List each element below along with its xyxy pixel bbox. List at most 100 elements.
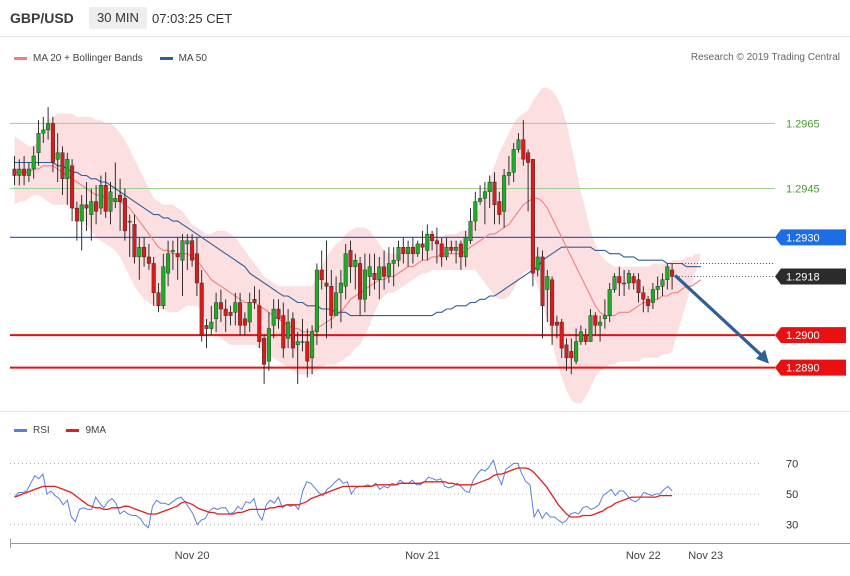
candle-body xyxy=(382,266,387,277)
candle-body xyxy=(338,282,343,293)
candle-body xyxy=(94,201,99,212)
rsi-tick-50: 50 xyxy=(786,489,798,501)
candle-body xyxy=(262,338,267,365)
candle-body xyxy=(415,243,420,254)
candle-body xyxy=(132,224,137,258)
interval-selector[interactable]: 30 MIN xyxy=(89,7,147,29)
bollinger-band-layer xyxy=(14,87,701,404)
candle-body xyxy=(156,292,161,306)
ma50-swatch xyxy=(159,57,173,60)
symbol-label[interactable]: GBP/USD xyxy=(10,10,74,26)
candle-body xyxy=(98,185,103,209)
candle-body xyxy=(641,292,646,300)
candle-body xyxy=(314,269,319,333)
level-1-2900-tag xyxy=(775,327,846,344)
candle-body xyxy=(238,302,243,326)
candle-body xyxy=(396,246,401,261)
candle-body xyxy=(334,292,339,316)
candle-body xyxy=(655,286,660,290)
forecast-arrow-shaft xyxy=(674,274,765,358)
candle-body xyxy=(89,201,94,215)
candle-body xyxy=(17,168,22,176)
candle-body xyxy=(113,198,118,202)
9ma-label: 9MA xyxy=(85,425,107,436)
candle-body xyxy=(122,198,127,232)
candle-body xyxy=(583,334,588,342)
candle-body xyxy=(247,302,252,323)
candle-body xyxy=(559,321,564,349)
candle-body xyxy=(434,240,439,245)
candle-body xyxy=(199,282,204,336)
candle-body xyxy=(31,155,36,170)
level-1-2945-label: 1.2945 xyxy=(786,184,820,196)
time-tick-label: Nov 20 xyxy=(175,550,210,562)
level-lines-layer xyxy=(10,122,775,369)
ma20-swatch xyxy=(14,57,27,60)
candle-body xyxy=(463,237,468,258)
candle-body xyxy=(420,243,425,248)
candle-body xyxy=(194,253,199,284)
candle-body xyxy=(50,123,55,163)
level-1-2930-label: 1.2930 xyxy=(786,232,820,244)
candle-body xyxy=(257,305,262,342)
bollinger-band xyxy=(14,87,701,404)
level-1-2930-tag xyxy=(775,229,846,246)
candle-body xyxy=(300,341,305,343)
candle-body xyxy=(410,246,415,254)
rsi-label: RSI xyxy=(33,425,50,436)
chart-header: GBP/USD 30 MIN 07:03:25 CET xyxy=(0,0,850,37)
candle-body xyxy=(569,351,574,359)
rsi-tick-30: 30 xyxy=(786,520,798,532)
candle-body xyxy=(511,149,516,173)
legend-item-ma20: MA 20 + Bollinger Bands xyxy=(14,53,143,64)
candle-body xyxy=(295,341,300,346)
ma50-line xyxy=(14,161,701,317)
candle-body xyxy=(161,266,166,306)
candle-body xyxy=(406,246,411,254)
time-tick-label: Nov 21 xyxy=(405,550,440,562)
price-legend: MA 20 + Bollinger Bands MA 50 xyxy=(14,52,221,64)
candle-body xyxy=(353,259,358,267)
candle-body xyxy=(271,308,276,326)
candle-body xyxy=(473,201,478,222)
level-1-2918-label: 1.2918 xyxy=(786,271,820,283)
candle-body xyxy=(36,132,41,153)
candle-body xyxy=(650,289,655,303)
candle-body xyxy=(401,246,406,254)
candle-body xyxy=(175,253,180,258)
candle-body xyxy=(377,266,382,280)
candle-body xyxy=(108,191,113,212)
level-1-2890-tag xyxy=(775,359,846,376)
rsi-swatch xyxy=(14,429,27,432)
candle-body xyxy=(142,246,147,258)
candle-body xyxy=(190,240,195,261)
candle-body xyxy=(276,308,281,320)
candle-body xyxy=(79,204,84,222)
candle-body xyxy=(588,315,593,342)
candle-body xyxy=(310,331,315,359)
candle-body xyxy=(660,279,665,287)
candle-body xyxy=(454,246,459,251)
candle-body xyxy=(502,175,507,212)
candle-body xyxy=(41,129,46,134)
candle-body xyxy=(526,152,531,163)
candle-body xyxy=(506,172,511,176)
candle-body xyxy=(22,168,27,176)
time-axis: Nov 20 Nov 21 Nov 22 Nov 23 xyxy=(10,539,723,562)
9ma-swatch xyxy=(66,429,80,432)
candle-body xyxy=(70,165,75,209)
candle-body xyxy=(137,246,142,258)
candle-body xyxy=(242,318,247,326)
legend-item-ma50: MA 50 xyxy=(159,53,207,64)
candle-body xyxy=(103,185,108,212)
candle-body xyxy=(46,123,51,131)
candle-body xyxy=(458,243,463,258)
candle-body xyxy=(367,266,372,277)
ma20-line xyxy=(14,165,702,333)
candle-body xyxy=(444,246,449,258)
candle-body xyxy=(564,344,569,359)
candle-body xyxy=(521,139,526,160)
candle-body xyxy=(281,315,286,349)
candle-body xyxy=(631,276,636,284)
